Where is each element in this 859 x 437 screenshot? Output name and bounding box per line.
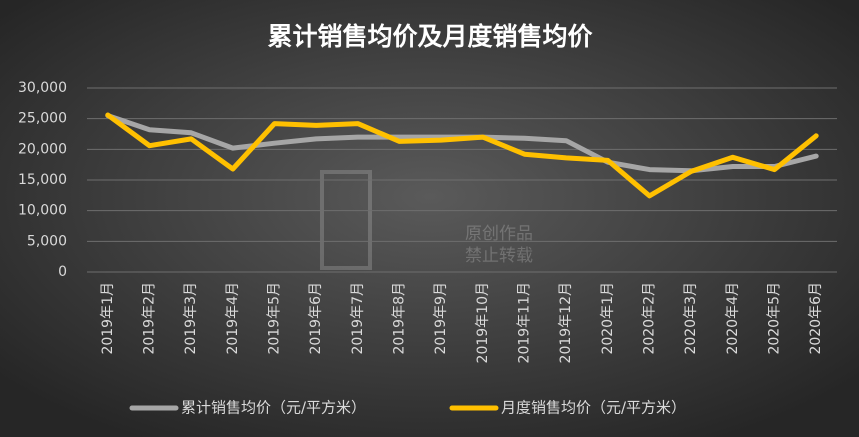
y-tick-label: 20,000 (18, 141, 67, 157)
x-tick-label: 2020年5月 (767, 282, 783, 355)
y-tick-label: 25,000 (18, 111, 67, 127)
legend-label: 累计销售均价（元/平方米） (181, 399, 366, 417)
y-tick-label: 0 (58, 264, 67, 280)
x-tick-label: 2019年10月 (475, 282, 491, 363)
x-tick-label: 2020年4月 (725, 282, 741, 355)
x-tick-label: 2019年7月 (350, 282, 366, 355)
x-tick-label: 2019年6月 (308, 282, 324, 355)
watermark-text: 禁止转载 (465, 246, 533, 266)
watermark-text: 原创作品 (465, 224, 533, 244)
watermark: 原创作品 禁止转载 (320, 170, 533, 270)
y-tick-label: 5,000 (27, 233, 67, 249)
x-tick-label: 2019年5月 (267, 282, 283, 355)
x-tick-label: 2020年2月 (642, 282, 658, 355)
y-tick-label: 30,000 (18, 80, 67, 96)
x-tick-label: 2020年6月 (808, 282, 824, 355)
x-tick-label: 2019年11月 (517, 282, 533, 363)
x-tick-label: 2019年4月 (225, 282, 241, 355)
x-tick-label: 2020年3月 (683, 282, 699, 355)
x-tick-label: 2020年1月 (600, 282, 616, 355)
y-tick-label: 10,000 (18, 203, 67, 219)
x-tick-label: 2019年8月 (392, 282, 408, 355)
x-tick-label: 2019年9月 (433, 282, 449, 355)
legend-label: 月度销售均价（元/平方米） (501, 399, 686, 417)
data-line (105, 112, 819, 199)
x-tick-label: 2019年1月 (100, 282, 116, 355)
chart-title: 累计销售均价及月度销售均价 (267, 22, 593, 51)
watermark-logo (320, 170, 372, 270)
x-tick-label: 2019年3月 (183, 282, 199, 355)
x-tick-label: 2019年2月 (142, 282, 158, 355)
y-tick-label: 15,000 (18, 172, 67, 188)
x-tick-label: 2019年12月 (558, 282, 574, 363)
